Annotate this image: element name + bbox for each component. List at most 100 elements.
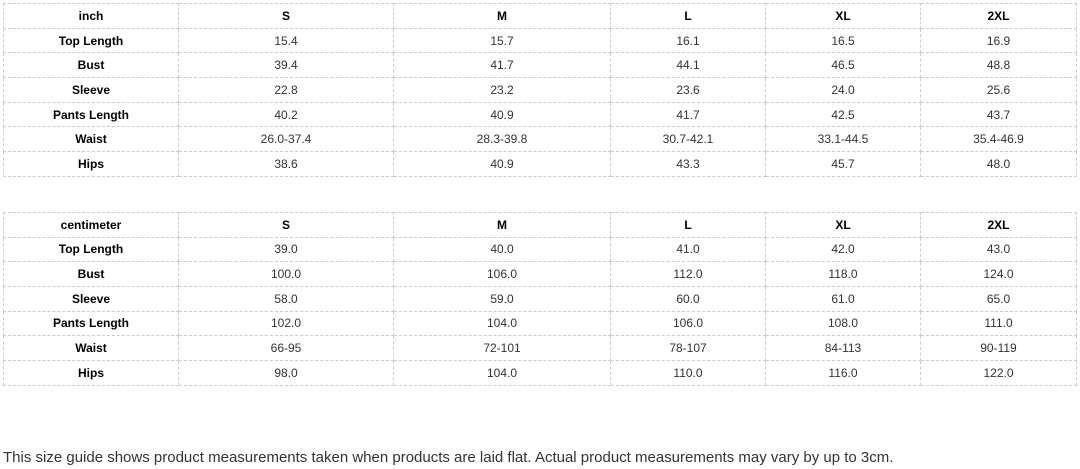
measurement-row: Sleeve 22.8 23.2 23.6 24.0 25.6 [3,77,1077,103]
measurement-value-cell: 35.4-46.9 [920,126,1077,153]
size-column-header: 2XL [920,3,1077,29]
row-label-cell: Bust [3,261,179,287]
measurement-value-cell: 48.0 [920,151,1077,177]
measurement-value-cell: 90-119 [920,335,1077,361]
measurement-value-cell: 111.0 [920,310,1077,337]
measurement-value-cell: 60.0 [610,285,766,312]
measurement-value-cell: 43.0 [920,236,1077,263]
measurement-value-cell: 44.1 [610,52,766,79]
measurement-value-cell: 39.4 [178,52,394,79]
measurement-row: Bust 100.0 106.0 112.0 118.0 124.0 [3,261,1077,287]
row-label-cell: Sleeve [3,285,179,312]
measurement-value-cell: 26.0-37.4 [178,126,394,153]
measurement-value-cell: 46.5 [765,52,921,79]
measurement-row: Sleeve 58.0 59.0 60.0 61.0 65.0 [3,285,1077,312]
measurement-value-cell: 104.0 [393,310,611,337]
row-label-cell: Top Length [3,236,179,263]
measurement-value-cell: 30.7-42.1 [610,126,766,153]
measurement-value-cell: 16.9 [920,27,1077,54]
header-row: centimeter S M L XL 2XL [3,211,1077,238]
size-column-header: XL [765,211,921,238]
measurement-value-cell: 106.0 [610,310,766,337]
measurement-row: Pants Length 102.0 104.0 106.0 108.0 111.0 [3,310,1077,337]
measurement-value-cell: 102.0 [178,310,394,337]
measurement-value-cell: 41.0 [610,236,766,263]
size-guide-note: This size guide shows product measuremen… [3,448,894,466]
measurement-value-cell: 124.0 [920,261,1077,287]
unit-header-cell: centimeter [3,211,179,238]
measurement-value-cell: 40.9 [393,101,611,128]
measurement-value-cell: 23.2 [393,77,611,103]
measurement-value-cell: 116.0 [765,359,921,386]
measurement-value-cell: 118.0 [765,261,921,287]
measurement-value-cell: 112.0 [610,261,766,287]
measurement-value-cell: 43.3 [610,151,766,177]
measurement-row: Waist 66-95 72-101 78-107 84-113 90-119 [3,335,1077,361]
size-column-header: M [393,211,611,238]
measurement-value-cell: 43.7 [920,101,1077,128]
row-label-cell: Pants Length [3,101,179,128]
measurement-row: Top Length 15.4 15.7 16.1 16.5 16.9 [3,27,1077,54]
unit-header-cell: inch [3,3,179,29]
measurement-value-cell: 58.0 [178,285,394,312]
measurement-value-cell: 100.0 [178,261,394,287]
size-table-inch: inch S M L XL 2XL Top Length 15.4 15.7 16.1 16.5 16… [3,3,1077,177]
measurement-row: Hips 98.0 104.0 110.0 116.0 122.0 [3,359,1077,386]
row-label-cell: Top Length [3,27,179,54]
measurement-value-cell: 22.8 [178,77,394,103]
measurement-value-cell: 61.0 [765,285,921,312]
measurement-value-cell: 104.0 [393,359,611,386]
measurement-value-cell: 98.0 [178,359,394,386]
measurement-value-cell: 41.7 [393,52,611,79]
size-column-header: M [393,3,611,29]
measurement-value-cell: 16.1 [610,27,766,54]
measurement-value-cell: 42.5 [765,101,921,128]
measurement-value-cell: 40.9 [393,151,611,177]
measurement-value-cell: 24.0 [765,77,921,103]
row-label-cell: Pants Length [3,310,179,337]
measurement-value-cell: 106.0 [393,261,611,287]
size-column-header: S [178,211,394,238]
row-label-cell: Hips [3,359,179,386]
measurement-row: Top Length 39.0 40.0 41.0 42.0 43.0 [3,236,1077,263]
size-column-header: XL [765,3,921,29]
measurement-value-cell: 38.6 [178,151,394,177]
measurement-value-cell: 66-95 [178,335,394,361]
size-column-header: L [610,211,766,238]
measurement-row: Bust 39.4 41.7 44.1 46.5 48.8 [3,52,1077,79]
measurement-value-cell: 84-113 [765,335,921,361]
measurement-value-cell: 42.0 [765,236,921,263]
measurement-value-cell: 39.0 [178,236,394,263]
measurement-value-cell: 40.2 [178,101,394,128]
measurement-value-cell: 40.0 [393,236,611,263]
measurement-row: Hips 38.6 40.9 43.3 45.7 48.0 [3,151,1077,177]
measurement-value-cell: 108.0 [765,310,921,337]
header-row: inch S M L XL 2XL [3,3,1077,29]
measurement-value-cell: 59.0 [393,285,611,312]
measurement-value-cell: 15.7 [393,27,611,54]
measurement-value-cell: 25.6 [920,77,1077,103]
measurement-value-cell: 72-101 [393,335,611,361]
size-column-header: S [178,3,394,29]
size-column-header: 2XL [920,211,1077,238]
measurement-value-cell: 33.1-44.5 [765,126,921,153]
row-label-cell: Waist [3,126,179,153]
measurement-value-cell: 15.4 [178,27,394,54]
measurement-value-cell: 28.3-39.8 [393,126,611,153]
row-label-cell: Sleeve [3,77,179,103]
measurement-value-cell: 48.8 [920,52,1077,79]
measurement-value-cell: 45.7 [765,151,921,177]
row-label-cell: Hips [3,151,179,177]
measurement-value-cell: 23.6 [610,77,766,103]
measurement-value-cell: 110.0 [610,359,766,386]
measurement-value-cell: 16.5 [765,27,921,54]
measurement-row: Pants Length 40.2 40.9 41.7 42.5 43.7 [3,101,1077,128]
measurement-value-cell: 122.0 [920,359,1077,386]
size-column-header: L [610,3,766,29]
measurement-value-cell: 65.0 [920,285,1077,312]
measurement-value-cell: 78-107 [610,335,766,361]
row-label-cell: Bust [3,52,179,79]
measurement-row: Waist 26.0-37.4 28.3-39.8 30.7-42.1 33.1-44.… [3,126,1077,153]
row-label-cell: Waist [3,335,179,361]
